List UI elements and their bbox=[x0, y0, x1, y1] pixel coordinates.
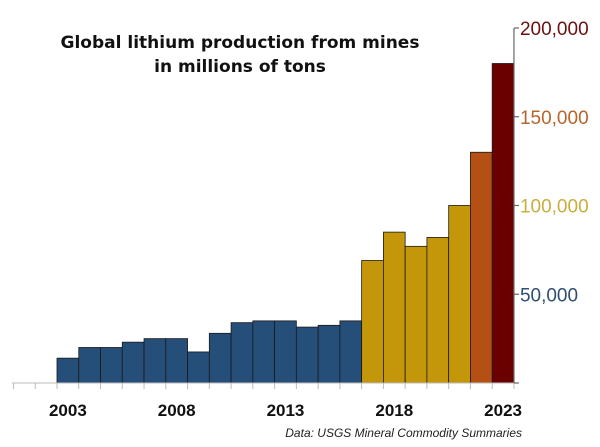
bar-2011 bbox=[230, 322, 254, 384]
y-tick-label-150000: 150,000 bbox=[520, 108, 589, 129]
bar-2005 bbox=[100, 347, 123, 384]
bar-2020 bbox=[426, 237, 450, 384]
x-tick-label-2003: 2003 bbox=[49, 401, 87, 420]
bar-2007 bbox=[143, 338, 167, 384]
bar-2008 bbox=[165, 338, 188, 384]
y-tick-label-100000: 100,000 bbox=[520, 197, 589, 218]
bar-2017 bbox=[361, 260, 384, 384]
bar-2016 bbox=[339, 320, 363, 384]
chart-title-line-1: Global lithium production from mines bbox=[61, 33, 420, 53]
x-tick-label-2023: 2023 bbox=[484, 401, 522, 420]
bar-2019 bbox=[404, 245, 428, 384]
source-note: Data: USGS Mineral Commodity Summaries bbox=[285, 426, 522, 440]
bar-2022 bbox=[470, 151, 493, 384]
bar-2003 bbox=[56, 357, 80, 384]
y-tick-label-200000: 200,000 bbox=[520, 19, 589, 40]
bar-2021 bbox=[448, 205, 471, 384]
bar-2018 bbox=[382, 231, 406, 384]
bar-2006 bbox=[121, 341, 145, 384]
bar-2009 bbox=[187, 351, 210, 384]
bar-2004 bbox=[78, 347, 101, 384]
bar-2012 bbox=[252, 320, 275, 384]
bar-2014 bbox=[295, 326, 319, 384]
y-tick-label-50000: 50,000 bbox=[520, 285, 578, 306]
x-tick-label-2013: 2013 bbox=[267, 401, 305, 420]
bar-2023 bbox=[491, 63, 515, 384]
x-tick-label-2018: 2018 bbox=[375, 401, 413, 420]
x-tick-label-2008: 2008 bbox=[158, 401, 196, 420]
bar-2013 bbox=[274, 320, 297, 384]
bar-2015 bbox=[317, 324, 341, 384]
chart-title-line-2: in millions of tons bbox=[154, 57, 326, 77]
bar-2010 bbox=[208, 332, 232, 384]
